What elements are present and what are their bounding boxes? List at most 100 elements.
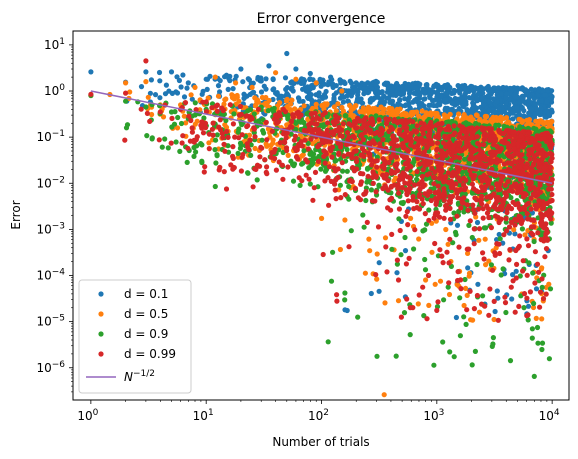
series-4-point [254,162,261,168]
series-4-point [505,179,511,185]
series-1-point [444,90,450,97]
series-3-point [235,150,241,156]
series-1-point [138,84,145,90]
series-1-point [207,73,213,79]
series-4-point [147,118,153,124]
series-1-point [514,105,521,111]
series-3-point [411,246,417,252]
series-1-point [200,88,206,94]
series-1-point [276,93,282,99]
series-4-point [185,145,191,151]
series-1-point [516,99,523,105]
series-3-point [368,187,374,193]
series-4-point [252,134,258,140]
series-3-point [248,152,254,158]
series-4-point [420,284,426,290]
series-4-point [532,249,539,255]
series-1-point [320,95,326,101]
series-4-point [273,167,279,173]
series-3-point [342,297,348,303]
series-2-point [533,315,539,321]
series-1-point [403,102,409,108]
series-3-point [337,182,343,188]
series-4-point [396,206,402,212]
series-1-point [270,76,276,82]
series-3-point [396,216,402,222]
series-4-point [122,137,128,143]
series-1-point [456,105,462,112]
series-2-point [254,99,260,105]
series-4-point [515,245,521,251]
series-1-point [308,92,314,98]
series-1-point [397,97,403,103]
series-1-point [203,76,209,82]
series-2-point [382,235,389,241]
series-3-point [297,182,303,188]
series-3-point [400,199,406,206]
series-3-point [192,112,198,118]
series-1-point [494,288,500,294]
series-2-point [353,103,359,109]
series-3-point [480,293,486,299]
series-4-point [416,292,422,298]
series-3-point [363,197,369,204]
series-3-point [398,252,404,258]
series-1-point [456,87,463,93]
series-3-point [469,234,475,241]
series-3-point [318,166,324,172]
series-1-point [443,82,449,89]
series-3-point [531,125,537,131]
series-3-point [212,147,218,153]
series-4-point [340,121,346,127]
series-4-point [221,169,227,175]
series-4-point [502,300,509,306]
series-1-point [215,83,222,89]
series-3-point [431,362,437,368]
series-1-point [396,91,402,97]
series-4-point [506,188,512,194]
series-1-point [542,92,548,98]
series-2-point [446,291,453,298]
series-1-point [449,106,455,112]
series-4-point [539,276,545,282]
series-1-point [402,96,408,102]
series-3-point [256,118,262,124]
series-1-point [503,100,509,106]
series-2-point [348,111,354,117]
series-2-point [342,217,348,223]
series-2-point [395,298,402,304]
series-2-point [470,317,476,323]
series-4-point [359,125,365,131]
series-3-point [420,228,426,234]
series-2-point [539,316,545,322]
series-3-point [265,108,271,114]
series-1-point [504,91,510,97]
series-3-point [481,225,487,231]
series-1-point [354,97,360,104]
series-3-point [340,168,346,174]
series-4-point [474,125,480,131]
series-1-point [88,69,94,75]
series-2-point [233,80,239,86]
series-2-point [367,248,373,254]
series-1-point [163,82,169,88]
series-1-point [481,102,487,108]
series-1-point [434,90,440,96]
series-1-point [462,86,468,92]
series-1-point [523,87,529,93]
series-2-point [223,96,229,102]
series-3-point [325,339,331,345]
series-1-point [512,94,518,100]
series-1-point [338,94,344,100]
series-1-point [495,295,501,301]
series-2-point [340,108,346,114]
series-4-point [520,258,526,264]
series-4-point [210,120,216,126]
series-3-point [355,314,361,320]
series-4-point [510,152,516,158]
series-3-point [490,341,496,347]
series-2-point [415,301,421,307]
series-2-point [366,236,372,242]
series-3-point [184,159,190,165]
series-1-point [270,96,276,103]
